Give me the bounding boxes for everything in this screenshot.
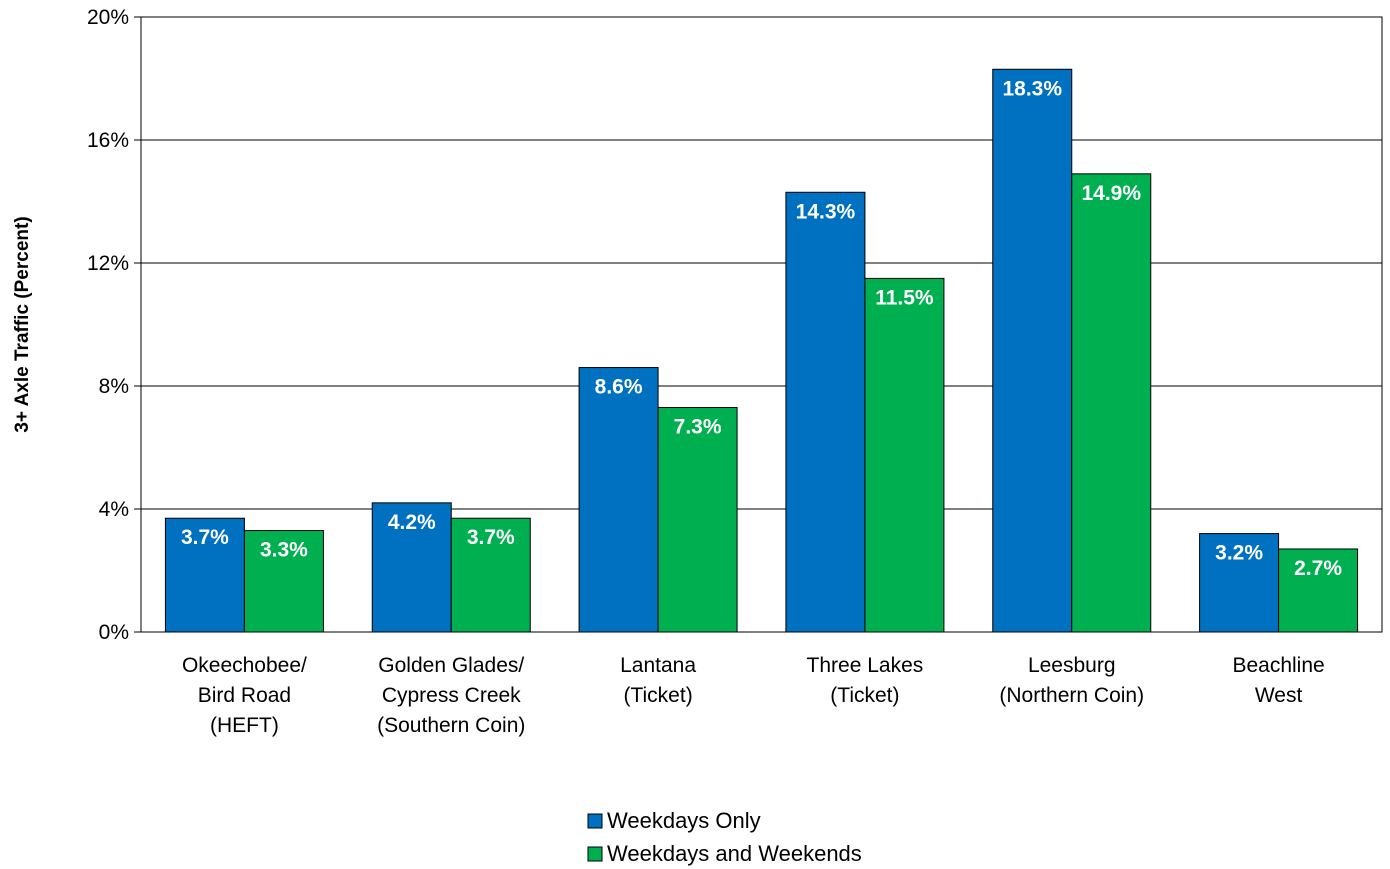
legend-swatch <box>587 813 603 829</box>
data-label: 14.9% <box>1081 182 1141 205</box>
x-category-label: Okeechobee/Bird Road (HEFT) <box>182 654 307 737</box>
bar-weekdays-and-weekends <box>1071 173 1152 633</box>
gridlines <box>141 139 1382 510</box>
x-axis-categories: Okeechobee/Bird Road (HEFT) Golden Glades/… <box>182 654 1325 737</box>
bar-weekdays-only <box>785 191 866 633</box>
data-label: 14.3% <box>796 200 856 223</box>
data-label: 3.7% <box>467 526 515 549</box>
bar-weekdays-only <box>1199 533 1280 633</box>
data-label: 2.7% <box>1294 557 1342 580</box>
bar-weekdays-only <box>164 517 245 633</box>
y-axis-ticks: 0% 4% 8% 12% 16% 20% <box>87 6 141 644</box>
bar-weekdays-only <box>578 367 659 633</box>
data-label: 11.5% <box>875 286 934 309</box>
data-labels: 3.7% 4.2% 8.6% 14.3% 18.3% 3.2% 3.3% 3.7% 7.3% 11… <box>181 77 1342 580</box>
bar-weekdays-and-weekends <box>243 530 324 633</box>
bar-weekdays-and-weekends <box>864 277 945 633</box>
y-tick-label: 20% <box>87 6 129 29</box>
bars <box>164 68 1359 633</box>
y-axis-title: 3+ Axle Traffic (Percent) <box>12 216 33 432</box>
data-label: 18.3% <box>1002 77 1062 100</box>
data-label: 3.2% <box>1215 542 1263 565</box>
x-category-label: Beachline West <box>1232 654 1324 707</box>
data-label: 7.3% <box>674 416 722 439</box>
y-tick-label: 12% <box>87 252 129 275</box>
data-label: 4.2% <box>388 511 436 534</box>
bar-weekdays-and-weekends <box>450 517 531 633</box>
y-tick-label: 8% <box>99 375 129 398</box>
bar-weekdays-and-weekends <box>1278 548 1359 633</box>
legend-swatch <box>587 846 603 862</box>
legend-label: Weekdays Only <box>607 808 761 833</box>
data-label: 8.6% <box>595 376 643 399</box>
plot-border <box>140 16 1383 633</box>
y-tick-label: 16% <box>87 129 129 152</box>
bar-weekdays-only <box>992 68 1073 633</box>
x-category-label: Three Lakes (Ticket) <box>807 654 924 707</box>
data-label: 3.7% <box>181 526 229 549</box>
data-label: 3.3% <box>260 539 308 562</box>
bar-weekdays-and-weekends <box>657 407 738 633</box>
legend-label: Weekdays and Weekends <box>607 841 862 866</box>
legend: Weekdays Only Weekdays and Weekends <box>587 808 862 866</box>
x-category-label: Leesburg (Northern Coin) <box>999 654 1144 707</box>
y-tick-label: 4% <box>99 498 129 521</box>
x-category-label: Golden Glades/Cypress Creek (Southern Coi… <box>377 654 525 737</box>
x-category-label: Lantana (Ticket) <box>620 654 696 707</box>
y-tick-label: 0% <box>99 621 129 644</box>
plot-frame <box>140 16 1383 633</box>
